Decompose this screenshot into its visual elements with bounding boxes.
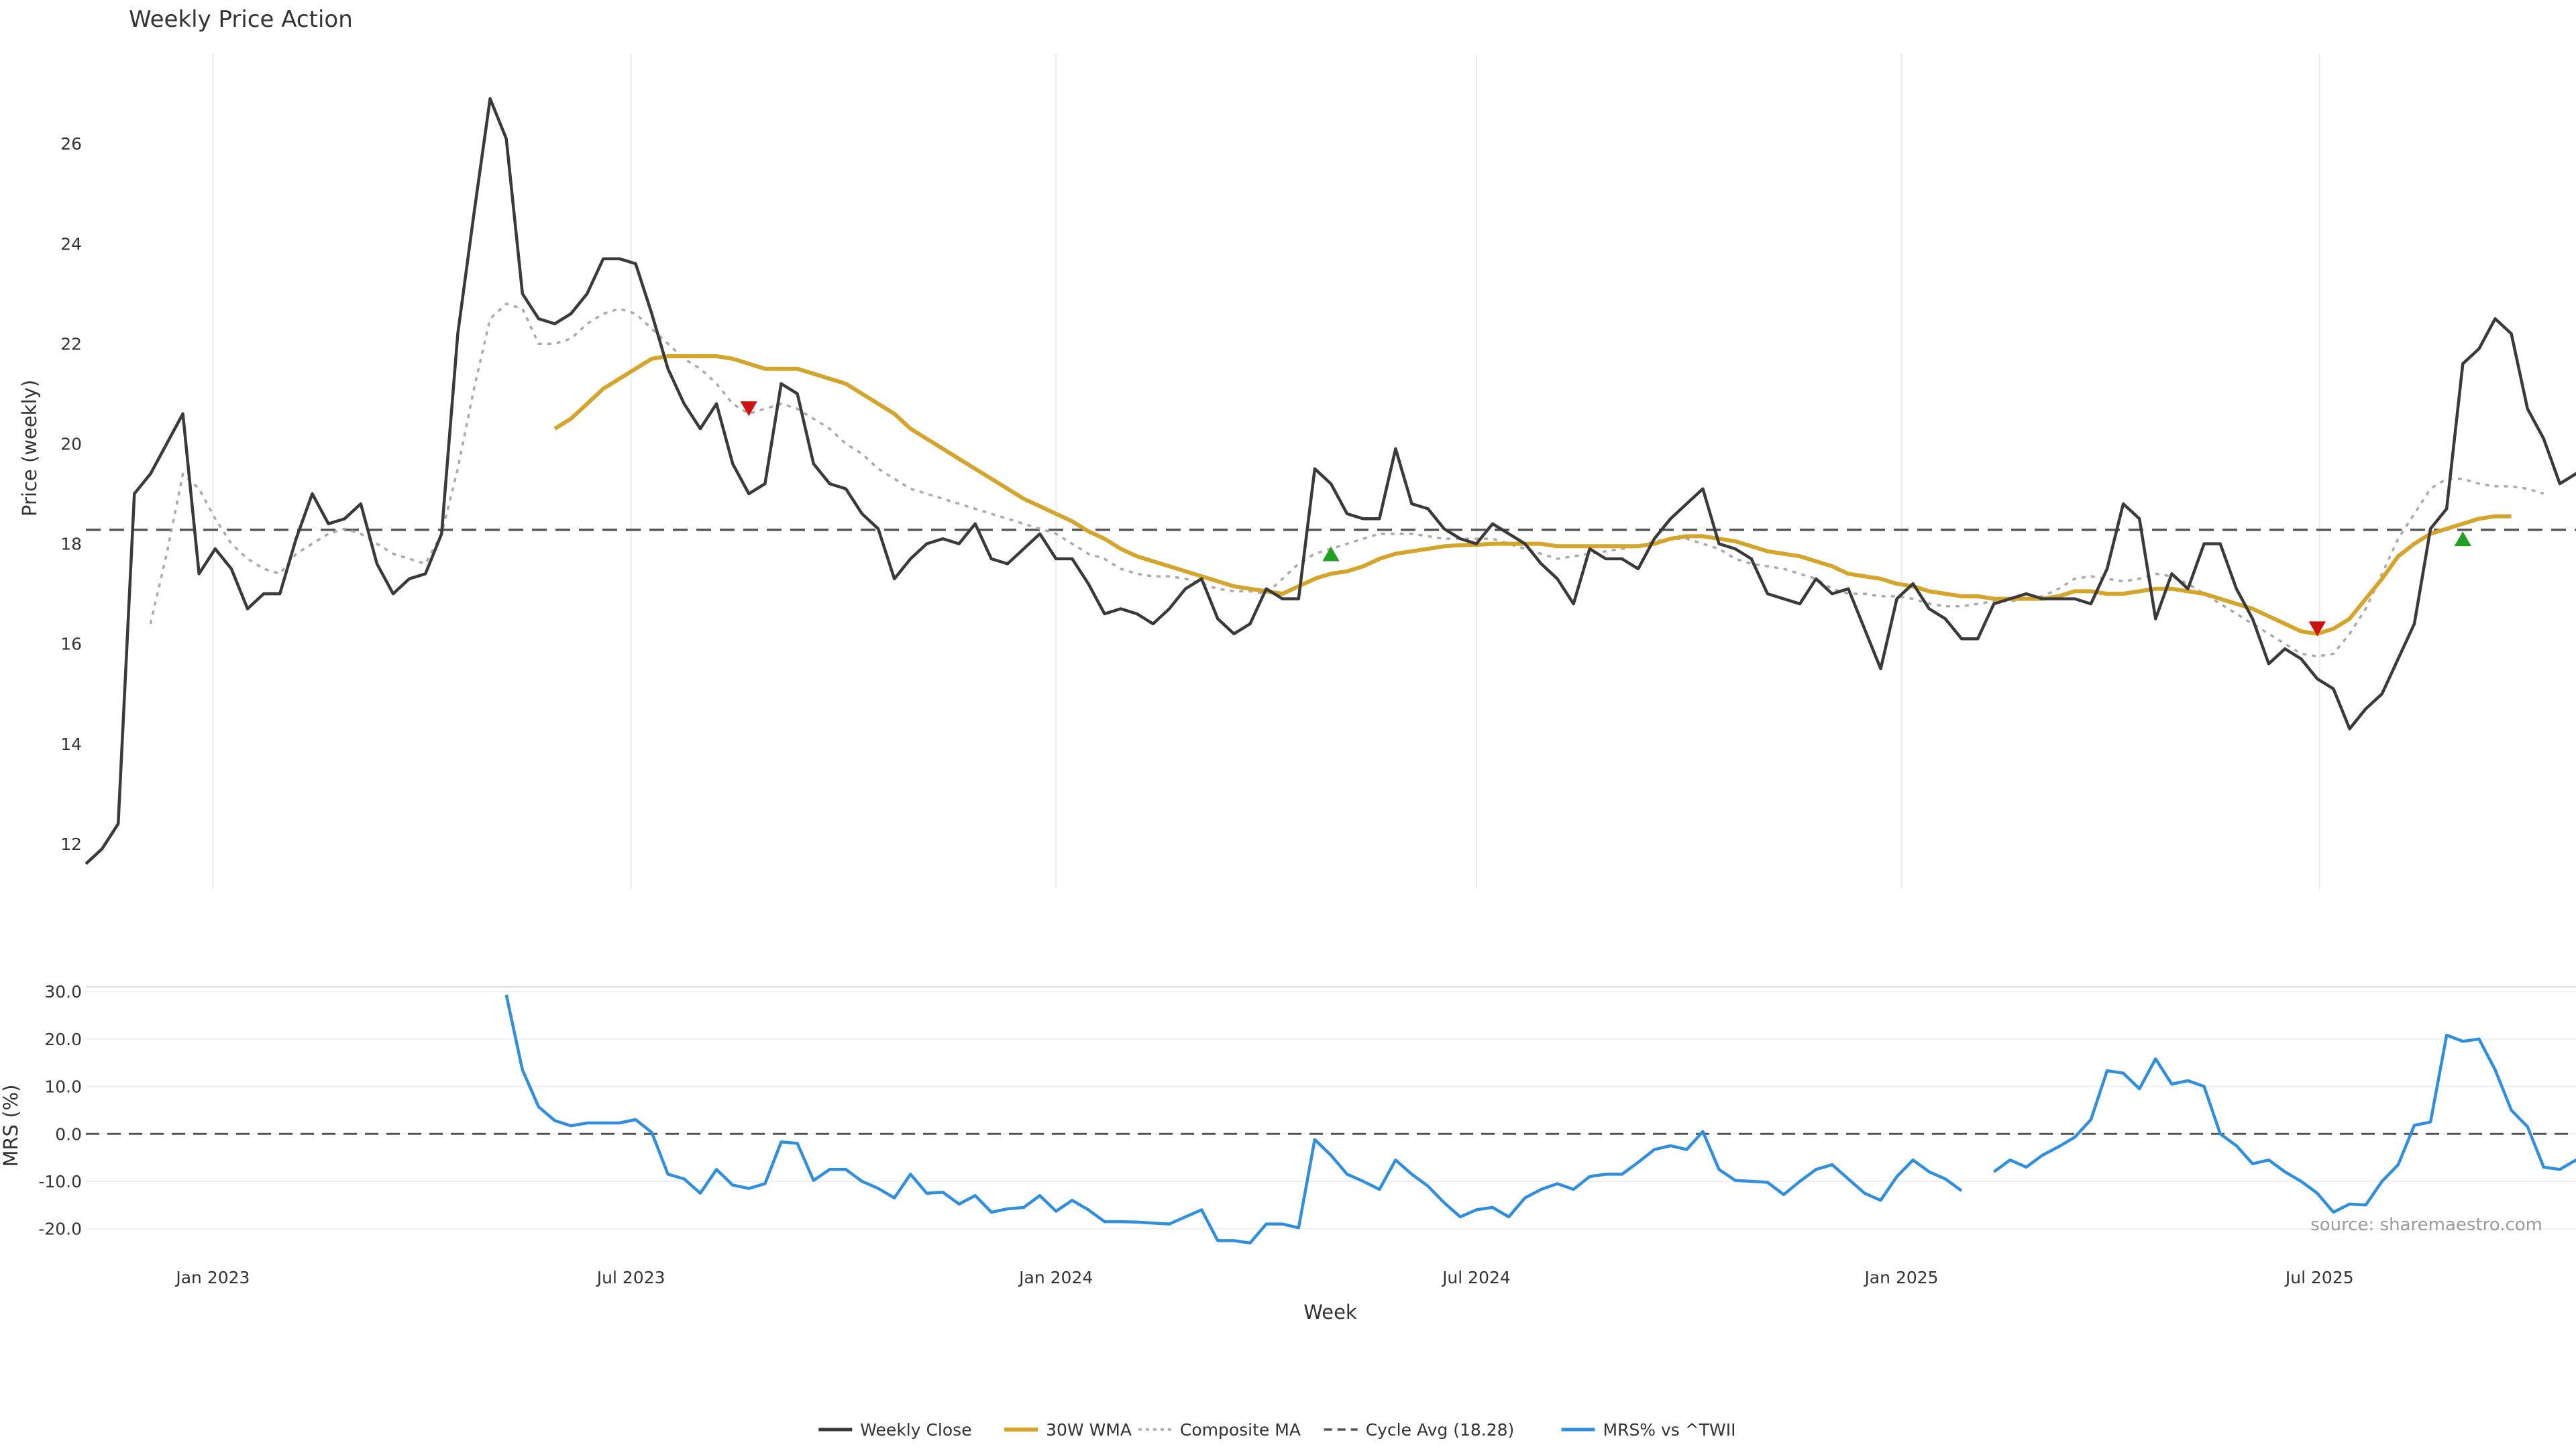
x-tick-label: Jul 2023 bbox=[596, 1268, 665, 1287]
mrs-line bbox=[1992, 1033, 2576, 1214]
sell-signal-marker bbox=[740, 401, 757, 417]
x-axis-label: Week bbox=[1303, 1301, 1357, 1324]
price-y-tick-label: 18 bbox=[60, 535, 82, 554]
price-y-axis-label: Price (weekly) bbox=[18, 380, 41, 517]
mrs-y-tick-label: -20.0 bbox=[38, 1220, 82, 1239]
x-axis-ticks: Jan 2023 Jul 2023 Jan 2024 Jul 2024 Jan 2025… bbox=[174, 1268, 2353, 1287]
signal-markers bbox=[740, 401, 2471, 637]
price-panel-grid bbox=[212, 54, 2320, 889]
wma-30w-line bbox=[553, 354, 2512, 636]
legend: Weekly Close 30W WMA Composite MA Cycle Avg… bbox=[818, 1420, 1735, 1440]
buy-signal-marker bbox=[2454, 531, 2471, 547]
source-note: source: sharemaestro.com bbox=[2310, 1215, 2542, 1235]
legend-label: Composite MA bbox=[1180, 1420, 1301, 1440]
price-y-tick-label: 20 bbox=[60, 434, 82, 453]
legend-label: Cycle Avg (18.28) bbox=[1366, 1420, 1515, 1440]
x-tick-label: Jan 2024 bbox=[1018, 1268, 1093, 1287]
weekly-close-line bbox=[85, 97, 2576, 865]
legend-label: Weekly Close bbox=[860, 1420, 971, 1440]
mrs-y-tick-label: 0.0 bbox=[55, 1124, 82, 1144]
mrs-y-tick-label: 10.0 bbox=[44, 1077, 82, 1097]
mrs-line-group bbox=[504, 994, 2576, 1245]
x-tick-label: Jul 2024 bbox=[1441, 1268, 1511, 1287]
price-y-tick-label: 26 bbox=[60, 134, 82, 154]
mrs-y-ticks: 30.0 20.0 10.0 0.0 -10.0 -20.0 bbox=[38, 982, 82, 1239]
legend-label: 30W WMA bbox=[1046, 1420, 1132, 1440]
price-y-tick-label: 14 bbox=[60, 735, 82, 754]
x-tick-label: Jan 2025 bbox=[1863, 1268, 1938, 1287]
price-y-tick-label: 12 bbox=[60, 835, 82, 854]
price-y-tick-label: 22 bbox=[60, 334, 82, 354]
mrs-y-axis-label: MRS (%) bbox=[0, 1085, 22, 1167]
mrs-line bbox=[504, 994, 1963, 1245]
chart-title: Weekly Price Action bbox=[129, 6, 353, 33]
price-y-tick-label: 24 bbox=[60, 234, 82, 254]
mrs-panel-grid bbox=[86, 991, 2576, 1230]
x-tick-label: Jul 2025 bbox=[2284, 1268, 2354, 1287]
x-tick-label: Jan 2023 bbox=[174, 1268, 250, 1287]
legend-label: MRS% vs ^TWII bbox=[1603, 1420, 1736, 1440]
composite-ma-line bbox=[149, 303, 2544, 658]
buy-signal-marker bbox=[1322, 546, 1340, 561]
price-y-tick-label: 16 bbox=[60, 635, 82, 654]
mrs-y-tick-label: 20.0 bbox=[44, 1030, 82, 1049]
mrs-y-tick-label: -10.0 bbox=[38, 1172, 82, 1191]
mrs-y-tick-label: 30.0 bbox=[44, 982, 82, 1002]
price-y-ticks: 12 14 16 18 20 22 24 26 bbox=[60, 134, 82, 854]
sell-signal-marker bbox=[2308, 621, 2326, 637]
